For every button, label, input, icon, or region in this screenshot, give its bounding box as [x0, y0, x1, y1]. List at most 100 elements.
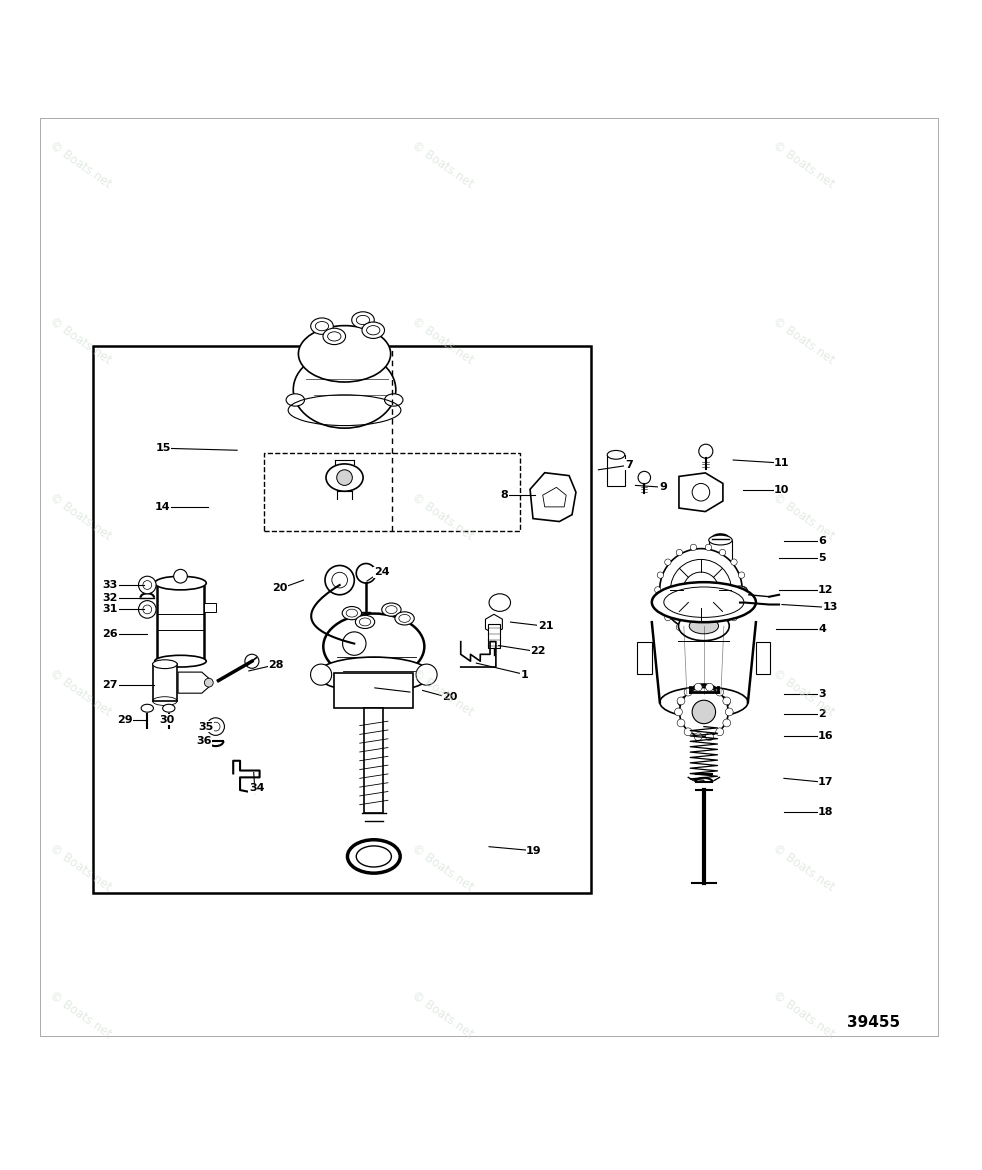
Text: 24: 24 [374, 567, 390, 577]
Circle shape [716, 728, 724, 736]
Text: © Boats.net: © Boats.net [409, 667, 475, 718]
Text: 39455: 39455 [847, 1014, 900, 1030]
Ellipse shape [366, 325, 380, 335]
Circle shape [356, 564, 376, 583]
Circle shape [310, 665, 332, 686]
Circle shape [731, 559, 737, 565]
Bar [607, 455, 625, 486]
Ellipse shape [356, 316, 369, 324]
Text: 2: 2 [818, 709, 826, 718]
Text: © Boats.net: © Boats.net [770, 139, 837, 191]
Circle shape [692, 700, 716, 724]
Circle shape [204, 679, 213, 687]
Circle shape [699, 445, 713, 459]
Circle shape [665, 614, 671, 621]
Ellipse shape [346, 610, 357, 617]
Text: 34: 34 [248, 783, 264, 793]
Ellipse shape [317, 658, 431, 693]
Circle shape [207, 718, 225, 736]
Text: 5: 5 [818, 552, 826, 563]
Circle shape [716, 688, 724, 696]
Ellipse shape [489, 594, 511, 612]
Ellipse shape [382, 603, 401, 617]
Text: 36: 36 [196, 736, 211, 746]
Polygon shape [637, 642, 652, 674]
Circle shape [706, 683, 713, 691]
Text: © Boats.net: © Boats.net [770, 667, 837, 718]
Bar [204, 603, 216, 612]
Circle shape [677, 697, 684, 704]
Text: 12: 12 [818, 585, 834, 594]
Circle shape [705, 629, 712, 635]
Ellipse shape [328, 332, 341, 340]
Circle shape [343, 632, 366, 655]
Text: 18: 18 [818, 806, 834, 817]
Circle shape [723, 720, 731, 727]
Circle shape [723, 697, 731, 704]
Circle shape [657, 572, 664, 578]
Text: 20: 20 [442, 693, 458, 702]
Ellipse shape [155, 655, 206, 667]
Circle shape [684, 728, 692, 736]
Circle shape [655, 586, 661, 593]
Ellipse shape [299, 325, 391, 383]
Ellipse shape [342, 606, 361, 620]
Circle shape [731, 598, 741, 607]
Text: 9: 9 [659, 482, 667, 493]
Circle shape [738, 601, 744, 608]
Ellipse shape [679, 612, 730, 641]
Circle shape [638, 472, 650, 484]
Circle shape [720, 624, 726, 631]
Circle shape [138, 600, 156, 618]
Circle shape [690, 629, 696, 635]
Text: 10: 10 [774, 486, 790, 495]
Circle shape [665, 559, 671, 565]
Ellipse shape [359, 618, 371, 626]
Ellipse shape [286, 394, 304, 406]
Ellipse shape [326, 464, 363, 491]
Circle shape [677, 550, 682, 556]
Circle shape [337, 470, 353, 486]
Text: 16: 16 [818, 731, 834, 742]
Ellipse shape [395, 612, 414, 625]
Text: 21: 21 [538, 621, 554, 631]
Ellipse shape [689, 618, 719, 634]
Circle shape [738, 572, 744, 578]
Circle shape [732, 586, 749, 604]
Ellipse shape [323, 329, 346, 345]
Ellipse shape [310, 318, 333, 335]
Circle shape [143, 580, 151, 590]
Text: © Boats.net: © Boats.net [770, 842, 837, 894]
Text: 14: 14 [155, 502, 171, 512]
Ellipse shape [709, 535, 733, 545]
Text: 33: 33 [103, 580, 118, 590]
Ellipse shape [163, 704, 175, 713]
Text: © Boats.net: © Boats.net [409, 139, 475, 191]
Text: © Boats.net: © Boats.net [409, 490, 475, 543]
Text: 13: 13 [823, 603, 839, 612]
Polygon shape [530, 473, 576, 522]
Circle shape [138, 576, 156, 594]
Text: 29: 29 [117, 715, 133, 724]
Ellipse shape [352, 311, 374, 329]
Circle shape [245, 654, 259, 668]
Text: 6: 6 [818, 536, 826, 546]
Text: 32: 32 [103, 593, 118, 603]
Text: 17: 17 [818, 777, 834, 787]
Ellipse shape [660, 687, 748, 717]
Circle shape [325, 565, 355, 594]
Bar [364, 708, 384, 813]
Circle shape [660, 549, 742, 631]
Text: © Boats.net: © Boats.net [770, 315, 837, 367]
Circle shape [736, 591, 744, 599]
Ellipse shape [607, 450, 625, 460]
Text: © Boats.net: © Boats.net [47, 989, 114, 1040]
Circle shape [684, 688, 692, 696]
Text: 8: 8 [501, 490, 509, 500]
Text: 26: 26 [102, 628, 118, 639]
Text: © Boats.net: © Boats.net [47, 315, 114, 367]
Circle shape [726, 708, 734, 716]
Circle shape [677, 624, 682, 631]
Circle shape [692, 483, 710, 501]
Text: 3: 3 [818, 689, 826, 700]
